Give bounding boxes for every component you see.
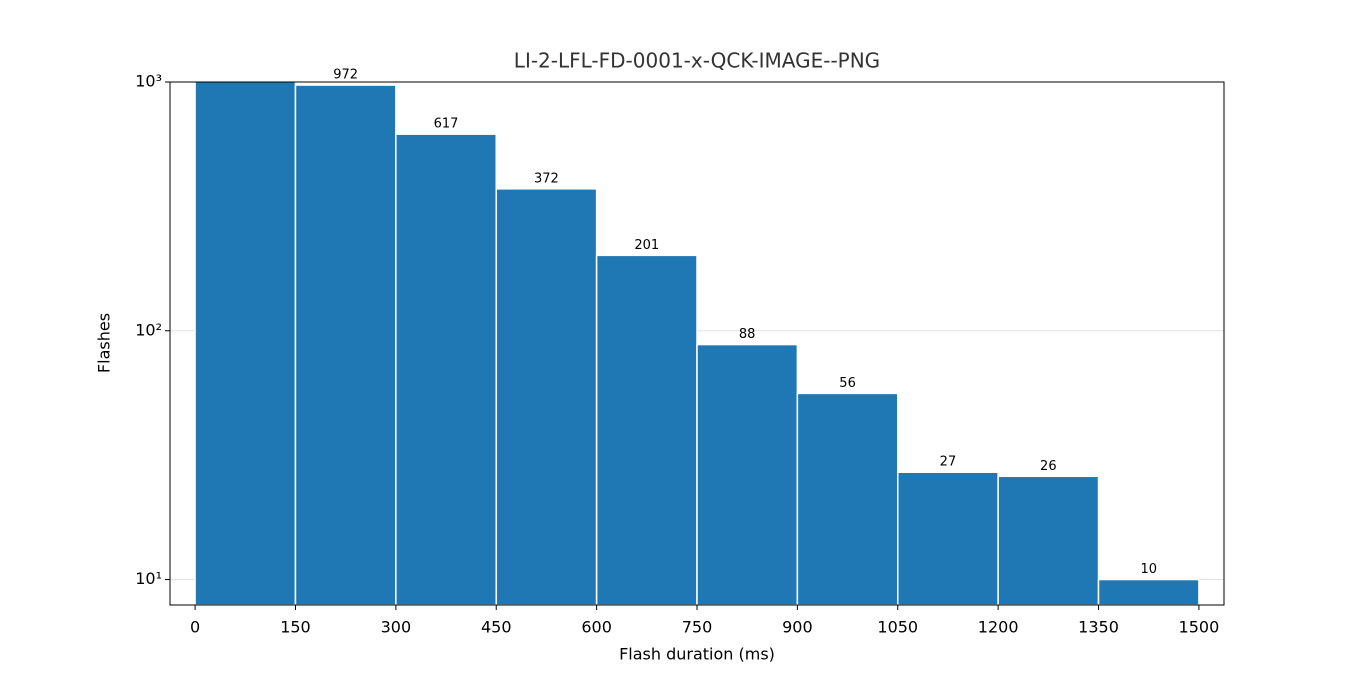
chart-title: LI-2-LFL-FD-0001-x-QCK-IMAGE--PNG [514, 49, 880, 73]
y-axis-label: Flashes [95, 313, 114, 373]
x-tick-label: 450 [481, 618, 512, 637]
y-tick-label: 10² [135, 320, 162, 339]
bar [696, 343, 799, 605]
bar [395, 133, 497, 605]
data-label: 27 [940, 455, 957, 470]
x-tick-label: 0 [190, 618, 200, 637]
bar [294, 84, 397, 605]
x-tick-label: 900 [782, 618, 813, 637]
y-tick-label: 10¹ [135, 569, 162, 588]
x-tick-label: 1350 [1078, 618, 1119, 637]
x-axis-label: Flash duration (ms) [619, 645, 775, 664]
data-label: 56 [839, 376, 856, 391]
bar [595, 254, 698, 605]
x-tick-label: 1200 [978, 618, 1019, 637]
bar [997, 475, 1100, 605]
annotations: 10¹ 10² 10³ 0 150 300 450 600 750 900 1050 1200 1350… [135, 68, 1219, 637]
data-label: 88 [739, 327, 756, 342]
x-tick-label: 300 [381, 618, 412, 637]
data-label: 372 [534, 171, 559, 186]
bar [1097, 578, 1200, 605]
x-tick-label: 750 [682, 618, 713, 637]
x-tick-label: 1050 [877, 618, 918, 637]
x-tick-label: 1500 [1179, 618, 1220, 637]
y-tick-label: 10³ [135, 72, 162, 91]
data-label: 201 [634, 238, 659, 253]
data-label: 972 [333, 68, 358, 83]
bar [495, 188, 598, 605]
x-tick-label: 600 [581, 618, 612, 637]
data-label: 617 [434, 117, 459, 132]
bars [194, 82, 1200, 605]
data-label: 26 [1040, 459, 1057, 474]
x-tick-label: 150 [280, 618, 311, 637]
bar [796, 392, 899, 605]
axes-frame [169, 81, 1225, 606]
bar [897, 471, 999, 605]
data-label: 10 [1140, 562, 1157, 577]
bar [194, 82, 297, 605]
